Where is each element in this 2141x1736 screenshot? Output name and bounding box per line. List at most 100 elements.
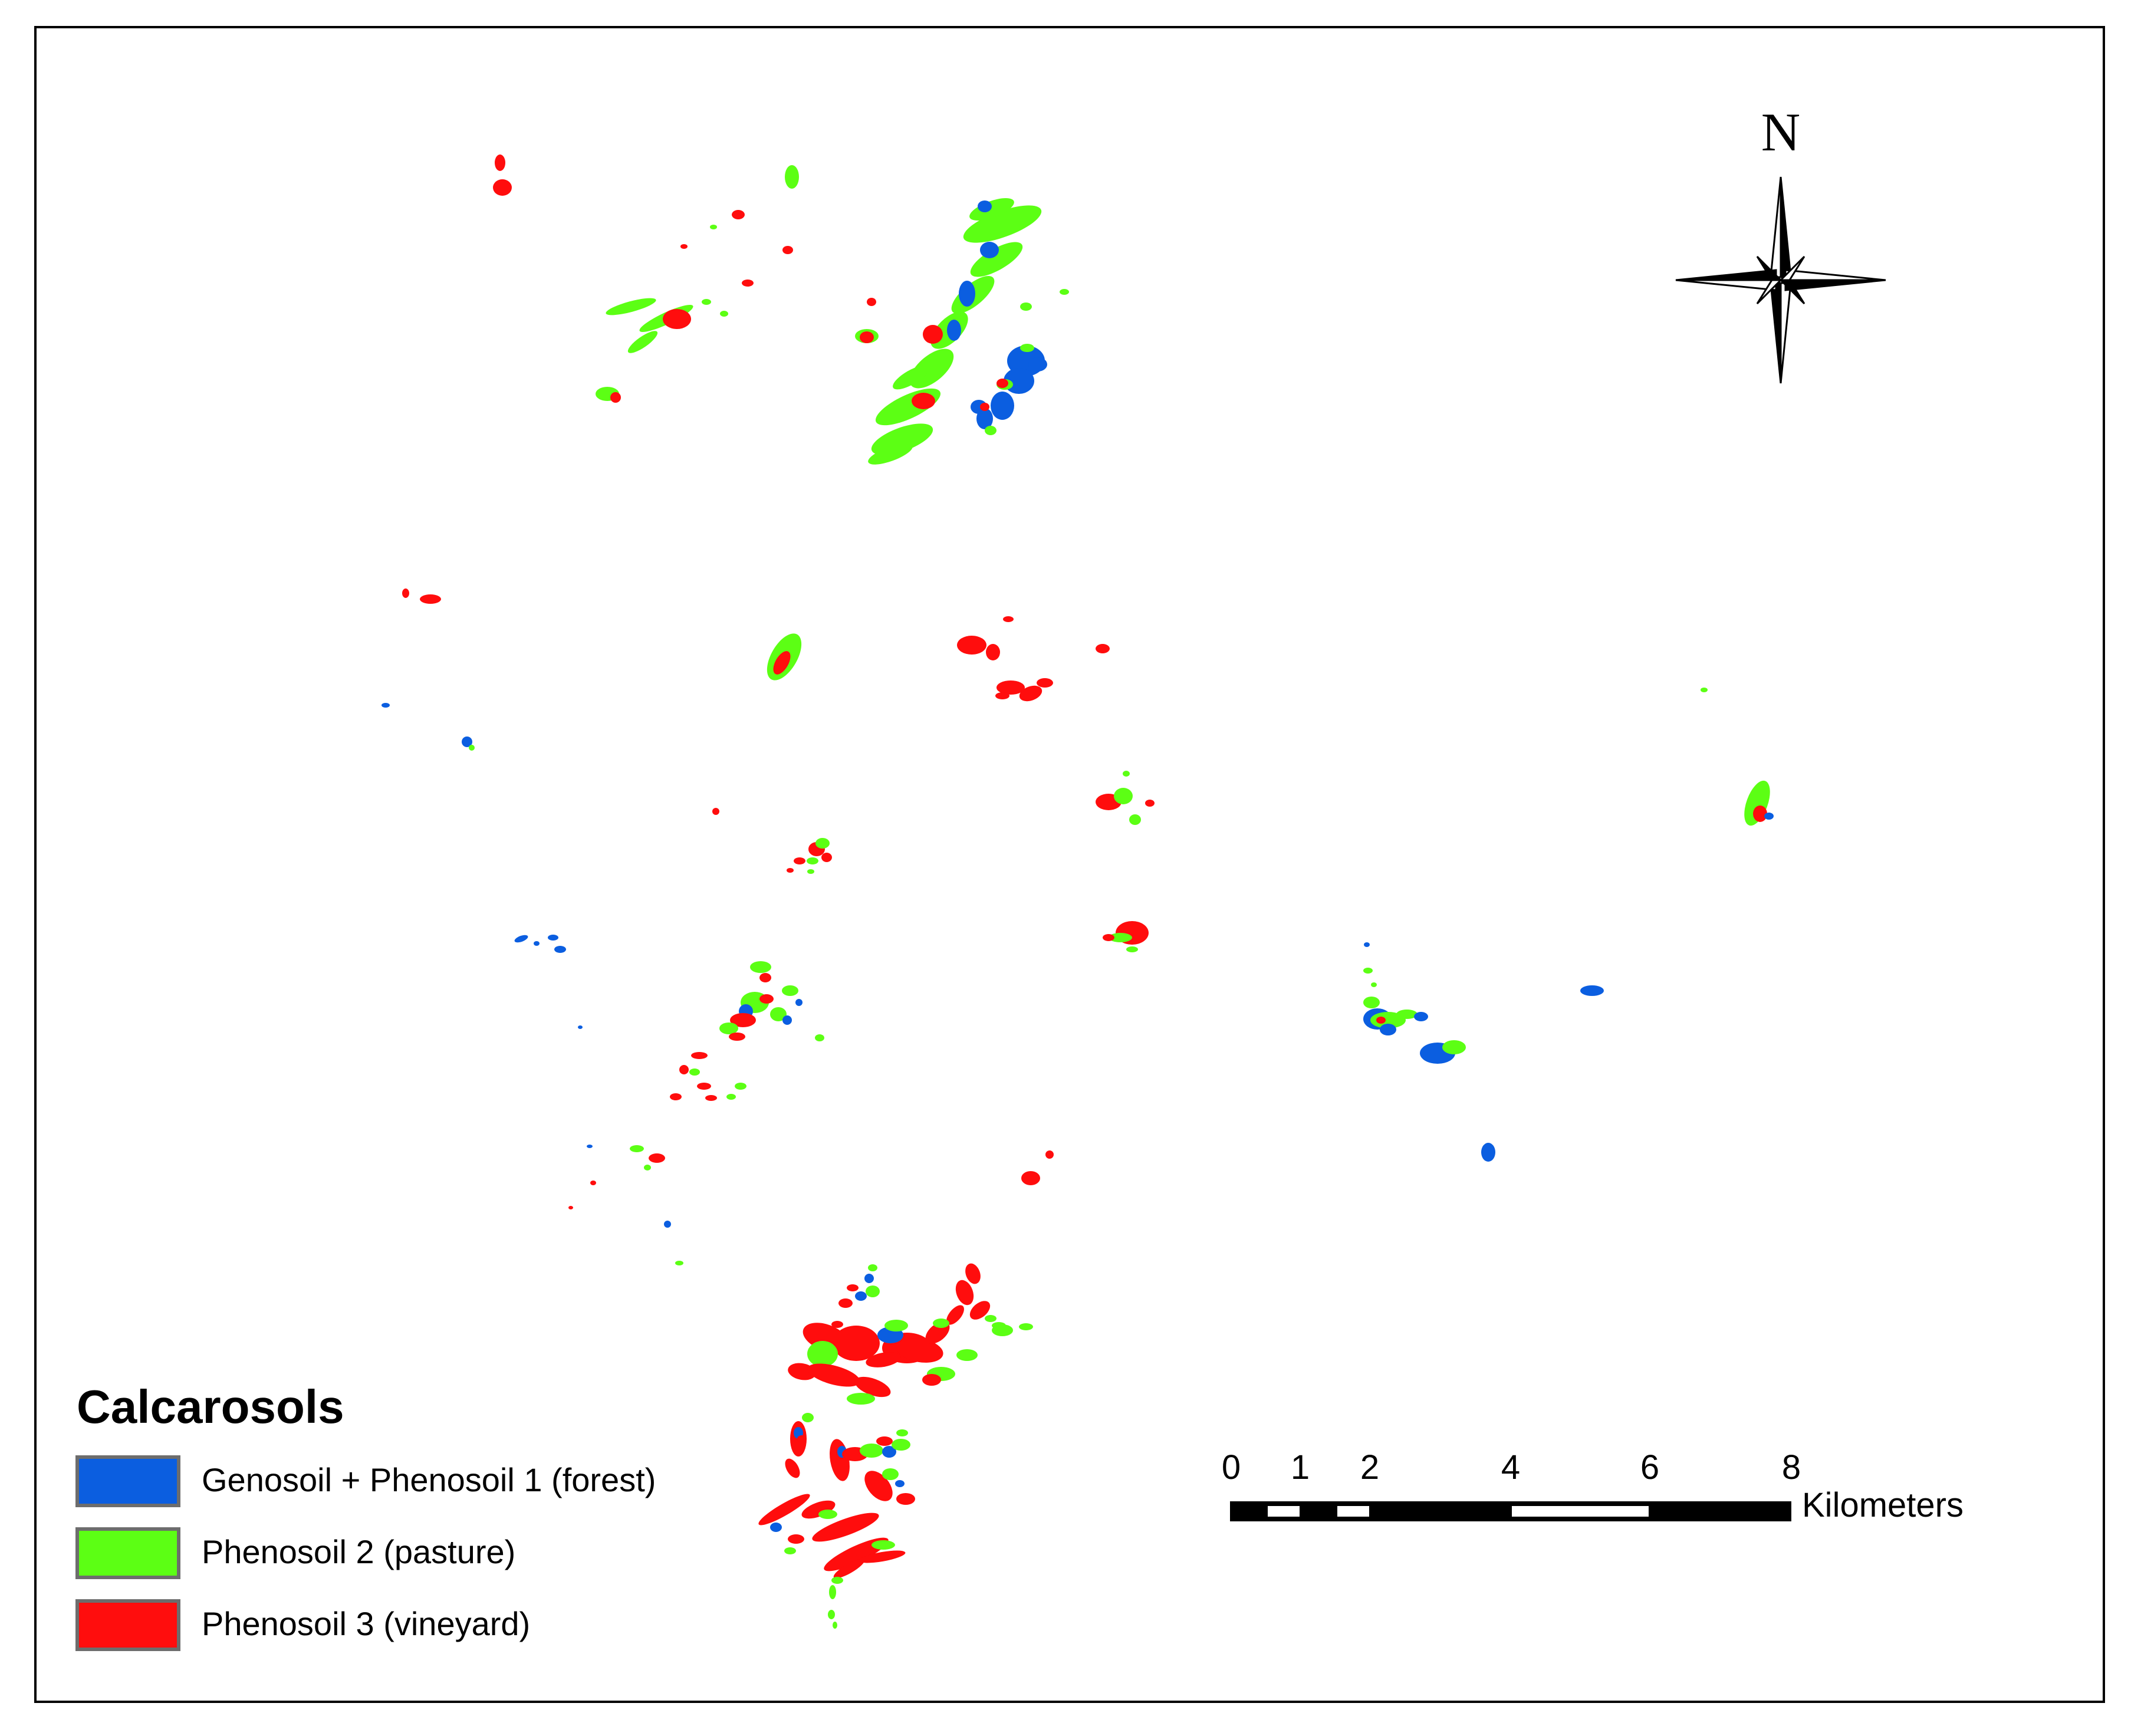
pasture-patch [1019, 1323, 1033, 1330]
vineyard-patch [759, 973, 771, 982]
north-arrow-icon [1675, 176, 1886, 384]
forest-patch [991, 392, 1014, 420]
pasture-patch [689, 1068, 700, 1076]
legend-title: Calcarosols [77, 1380, 344, 1433]
pasture-patch [1123, 771, 1130, 777]
pasture-patch [1060, 289, 1069, 295]
pasture-patch [802, 1413, 814, 1422]
vineyard-patch [610, 392, 621, 403]
vineyard-patch [402, 588, 409, 598]
forest-patch [548, 935, 558, 941]
legend-swatch-pasture [75, 1527, 180, 1579]
vineyard-patch [663, 309, 691, 329]
forest-patch [554, 946, 566, 953]
vineyard-patch [797, 1435, 807, 1442]
pasture-patch [871, 1540, 895, 1550]
forest-patch [1414, 1012, 1428, 1021]
vineyard-patch [712, 808, 719, 815]
forest-patch [664, 1221, 671, 1228]
vineyard-patch [922, 1374, 941, 1386]
pasture-patch [735, 1083, 746, 1090]
vineyard-patch [821, 853, 832, 862]
vineyard-patch [854, 1376, 891, 1398]
forest-patch [959, 281, 975, 307]
vineyard-patch [876, 1436, 893, 1446]
pasture-patch [1020, 303, 1032, 311]
pasture-patch [963, 205, 1042, 243]
pasture-patch [893, 365, 929, 390]
pasture-patch [892, 1439, 910, 1451]
vineyard-patch [969, 1301, 991, 1320]
pasture-patch [831, 1577, 843, 1584]
vineyard-patch [788, 1534, 804, 1544]
pasture-patch [875, 388, 941, 426]
vineyard-patch [697, 1083, 711, 1090]
pasture-patch [758, 963, 770, 969]
vineyard-patch [420, 594, 441, 604]
vineyard-patch [1145, 800, 1155, 807]
vineyard-patch [670, 1093, 682, 1100]
pasture-patch [969, 198, 1014, 221]
scale-tick-4: 4 [1501, 1448, 1521, 1487]
pasture-patch [818, 1510, 837, 1519]
vineyard-patch [866, 1352, 901, 1367]
pasture-patch [807, 1341, 838, 1367]
vineyard-patch [730, 1013, 756, 1027]
forest-patch [882, 1446, 896, 1458]
pasture-patch [815, 838, 830, 849]
pasture-patch [1020, 344, 1034, 352]
vineyard-patch [860, 331, 874, 343]
vineyard-patch [732, 210, 745, 219]
vineyard-patch [1376, 1017, 1386, 1024]
vineyard-patch [742, 280, 754, 287]
vineyard-patch [995, 692, 1009, 699]
forest-patch [382, 703, 390, 708]
pasture-patch [702, 299, 711, 305]
pasture-patch [726, 1094, 736, 1100]
pasture-patch [1701, 688, 1708, 692]
vineyard-patch [833, 1559, 865, 1579]
soil-patches [382, 154, 1774, 1629]
forest-patch [462, 737, 472, 747]
forest-patch [1380, 1024, 1396, 1035]
pasture-patch [1126, 946, 1138, 952]
pasture-patch [1370, 1012, 1406, 1028]
pasture-patch [868, 443, 913, 465]
vineyard-patch [679, 1065, 689, 1074]
vineyard-patch [1019, 685, 1042, 702]
forest-patch [1764, 813, 1774, 820]
vineyard-patch [812, 1513, 879, 1542]
pasture-patch [847, 1393, 875, 1405]
vineyard-patch [1753, 805, 1767, 822]
vineyard-patch [729, 1033, 745, 1041]
vineyard-patch [759, 994, 774, 1004]
pasture-patch [627, 331, 658, 353]
vineyard-patch [1037, 678, 1053, 688]
pasture-patch [1396, 1010, 1418, 1019]
vineyard-patch [996, 680, 1025, 695]
vineyard-patch [493, 179, 512, 196]
pasture-patch [985, 1315, 996, 1322]
pasture-patch [992, 1322, 1006, 1329]
vineyard-patch [649, 1153, 665, 1163]
vineyard-patch [912, 393, 935, 409]
pasture-patch [882, 1468, 899, 1480]
legend-item-pasture: Phenosoil 2 (pasture) [75, 1527, 783, 1582]
vineyard-patch [996, 379, 1008, 388]
forest-patch [1364, 942, 1370, 947]
legend-item-vineyard: Phenosoil 3 (vineyard) [75, 1599, 783, 1653]
pasture-patch [1442, 1040, 1466, 1054]
pasture-patch [829, 1585, 836, 1599]
vineyard-patch [833, 1326, 880, 1361]
pasture-patch [896, 1429, 908, 1436]
pasture-patch [828, 1610, 835, 1619]
scale-tick-1: 1 [1290, 1448, 1310, 1487]
pasture-patch [1363, 968, 1373, 974]
pasture-patch [884, 1320, 908, 1331]
vineyard-patch [1103, 934, 1114, 941]
vineyard-patch [896, 1338, 943, 1363]
pasture-patch [871, 423, 933, 455]
pasture-patch [868, 1264, 877, 1271]
vineyard-patch [691, 1052, 708, 1059]
